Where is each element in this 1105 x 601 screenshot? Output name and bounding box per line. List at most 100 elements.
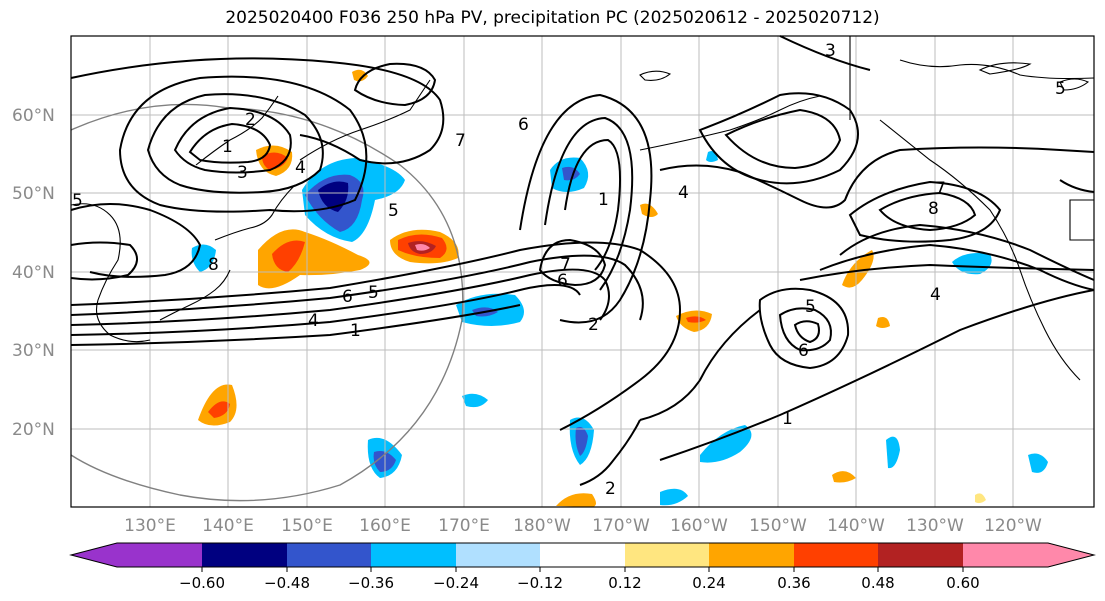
contour-label: 1 [350,321,361,341]
lon-label: 120°W [984,516,1042,536]
precip-strong-area [272,240,305,272]
pv-contour [579,419,641,486]
pv-contour [70,254,644,321]
border-line [1069,199,1094,241]
colorbar: −0.60 −0.48 −0.36 −0.24 −0.12 0.12 0.24 … [69,542,1096,592]
precip-negative-area [1028,453,1048,473]
contour-label: 7 [455,131,466,151]
lon-label: 140°W [827,516,885,536]
pv-contour [724,108,842,170]
colorbar-tick-label: −0.24 [433,574,479,592]
pv-contour [878,191,977,232]
contour-label: 7 [935,179,946,199]
precip-shading [191,69,1048,507]
pv-contour [793,320,820,344]
contour-label: 5 [368,283,379,303]
lon-label: 150°W [749,516,807,536]
pv-contour [848,180,1002,243]
contour-label: 5 [72,191,83,211]
lon-label: 130°W [906,516,964,536]
colorbar-segment [371,543,456,567]
pv-contour [70,241,682,431]
pv-contour [758,287,850,370]
contour-label: 2 [605,479,616,499]
map-gridlines [71,36,1094,507]
pv-contour [819,243,1095,291]
lon-label: 180°W [513,516,571,536]
colorbar-tick-label: −0.60 [179,574,225,592]
precip-extreme [415,244,430,251]
contour-label: 4 [308,311,319,331]
colorbar-segment [625,543,709,567]
colorbar-tick-label: 0.24 [692,574,725,592]
pv-contour [70,284,581,336]
coastlines [70,36,1095,381]
pv-contour [353,62,437,107]
pv-contour [118,75,368,213]
pv-contour [544,116,634,291]
lon-label: 160°W [670,516,728,536]
colorbar-tick-label: 0.48 [861,574,894,592]
lon-label: 130°E [124,516,176,536]
precip-weak-positive [975,493,986,504]
colorbar-tick-label: −0.12 [517,574,563,592]
japan-coast [214,184,296,241]
canada-coast [899,59,1095,80]
pv-contour [70,268,610,326]
pv-contour [659,289,1095,461]
precip-positive-area [832,471,856,483]
chart-title: 2025020400 F036 250 hPa PV, precipitatio… [225,8,880,28]
colorbar-segment [709,543,794,567]
colorbar-tick-label: 0.60 [946,574,979,592]
colorbar-tick-label: −0.48 [264,574,310,592]
contour-label: 4 [678,183,689,203]
contour-label: 6 [798,341,809,361]
colorbar-segment [287,543,371,567]
pv-contour [538,238,607,287]
lon-label: 170°W [592,516,650,536]
precip-negative-area [462,393,488,408]
sakhalin-coast [195,95,279,166]
contour-label: 1 [598,190,609,210]
contour-label: 6 [518,115,529,135]
precip-strong-area [262,152,288,170]
precip-negative-area [575,427,588,456]
pv-contour [778,307,832,352]
contour-label: 5 [1055,79,1066,99]
island-coast [978,62,1032,75]
colorbar-segment [202,543,287,567]
pv-contour [70,241,138,281]
precip-positive-area [556,493,596,507]
lat-label: 60°N [12,106,55,126]
colorbar-extend-high [1048,543,1094,567]
pv-contour [188,122,272,164]
lat-label: 20°N [12,420,55,440]
contour-label: 4 [295,158,306,178]
pv-contour [1059,179,1095,193]
colorbar-segment [878,543,963,567]
contour-label: 8 [928,199,939,219]
lon-label: 160°E [359,516,411,536]
na-west-coast [879,119,1081,381]
contour-label: 1 [222,137,233,157]
pv-contour [519,93,653,324]
precip-strong-area [686,316,706,323]
precip-negative-area [952,253,992,275]
pv-contour [779,35,871,71]
colorbar-extend-low [71,543,117,567]
precip-negative-area [700,425,752,463]
island-coast [639,70,672,81]
precip-strong-area [208,401,230,418]
pv-contour [70,203,202,278]
precip-negative-area [886,436,900,469]
pv-contours [70,35,1095,486]
map-frame [70,35,1095,508]
colorbar-tick-label: −0.36 [348,574,394,592]
colorbar-tick-label: 0.12 [608,574,641,592]
contour-label: 7 [560,255,571,275]
lon-label: 170°E [438,516,490,536]
asia-coast [70,203,151,343]
lon-label: 140°E [202,516,254,536]
pv-contour [799,263,1095,281]
contour-label: 3 [825,41,836,61]
